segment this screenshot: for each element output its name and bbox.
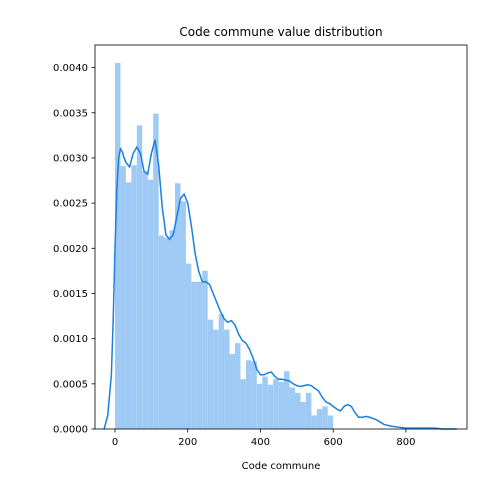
x-tick-label: 800 xyxy=(396,437,415,448)
histogram-bar xyxy=(131,165,137,429)
histogram-bar xyxy=(224,329,230,429)
histogram-bar xyxy=(185,263,192,429)
histogram-bar xyxy=(213,329,219,429)
histogram-bar xyxy=(273,379,279,429)
y-tick-label: 0.0005 xyxy=(53,379,88,390)
y-tick-label: 0.0020 xyxy=(53,244,88,255)
histogram-bar xyxy=(245,360,252,429)
y-tick-label: 0.0025 xyxy=(53,199,88,210)
histogram-bar xyxy=(202,270,208,429)
histogram-bar xyxy=(136,125,143,429)
histogram-bar xyxy=(147,179,154,429)
histogram-bar xyxy=(322,406,328,429)
histogram-bar xyxy=(240,379,246,429)
y-tick-label: 0.0040 xyxy=(53,63,88,74)
histogram-bar xyxy=(169,230,175,429)
y-tick-label: 0.0035 xyxy=(53,108,88,119)
histogram-bar xyxy=(142,171,148,429)
histogram-bar xyxy=(251,361,257,429)
x-tick-label: 0 xyxy=(112,437,118,448)
x-axis-label: Code commune xyxy=(242,461,321,472)
histogram-bar xyxy=(327,415,334,429)
histogram-bar xyxy=(284,371,290,429)
histogram-bar xyxy=(180,201,186,429)
histogram-bar xyxy=(229,354,235,429)
x-tick-label: 400 xyxy=(251,437,270,448)
plot-frame xyxy=(94,44,468,430)
histogram-bar xyxy=(191,281,197,429)
histogram-bar xyxy=(125,182,132,429)
histogram-bar xyxy=(164,237,170,429)
y-tick-label: 0.0015 xyxy=(53,289,88,300)
histogram-bar xyxy=(316,409,323,429)
histogram-bar xyxy=(278,382,285,429)
histogram-bar xyxy=(207,319,214,429)
histogram-bar xyxy=(196,281,203,429)
histogram-bar xyxy=(289,387,295,429)
histogram-bar xyxy=(300,401,306,429)
histogram-bar xyxy=(235,343,241,429)
histogram-bar xyxy=(262,376,268,429)
histogram-bar xyxy=(305,392,312,429)
histogram-bar xyxy=(311,415,317,429)
histogram-bar xyxy=(153,113,159,429)
y-tick-label: 0.0010 xyxy=(53,334,88,345)
histogram-bar xyxy=(158,235,165,429)
y-tick-label: 0.0030 xyxy=(53,153,88,164)
x-axis: 0 200 400 600 800 xyxy=(112,429,415,448)
histogram-bar xyxy=(120,166,126,429)
histogram-bar xyxy=(256,383,263,429)
x-tick-label: 200 xyxy=(178,437,197,448)
chart-title: Code commune value distribution xyxy=(179,25,382,39)
histogram-bar xyxy=(295,392,301,429)
kde-line xyxy=(103,139,457,430)
histogram-bars xyxy=(115,63,334,429)
histogram-bar xyxy=(267,384,274,429)
x-tick-label: 600 xyxy=(324,437,343,448)
histogram-bar xyxy=(218,314,225,429)
y-axis: 0.0000 0.0005 0.0010 0.0015 0.0020 0.0025 0.00… xyxy=(53,63,95,436)
histogram-bar xyxy=(115,63,121,429)
histogram-bar xyxy=(175,183,181,429)
y-tick-label: 0.0000 xyxy=(53,425,88,436)
